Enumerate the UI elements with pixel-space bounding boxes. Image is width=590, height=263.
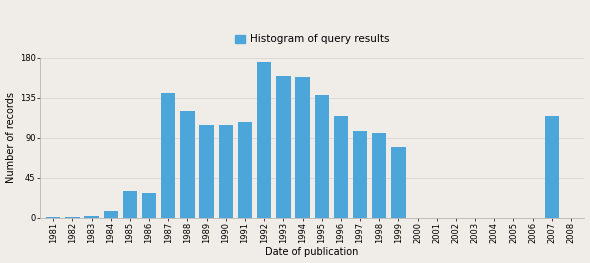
Bar [103,211,118,218]
Bar [257,62,271,218]
Bar [46,217,60,218]
Bar [334,116,348,218]
Bar [391,147,405,218]
Bar [219,124,233,218]
Bar [123,191,137,218]
Bar [238,122,252,218]
Bar [545,116,559,218]
Legend: Histogram of query results: Histogram of query results [235,34,389,44]
Bar [142,193,156,218]
Y-axis label: Number of records: Number of records [5,92,15,183]
Bar [276,76,290,218]
Bar [65,217,80,218]
Bar [181,111,195,218]
Bar [353,131,367,218]
Bar [199,124,214,218]
Bar [84,216,99,218]
X-axis label: Date of publication: Date of publication [266,247,359,257]
Bar [372,133,386,218]
Bar [314,95,329,218]
Bar [161,93,175,218]
Bar [296,77,310,218]
